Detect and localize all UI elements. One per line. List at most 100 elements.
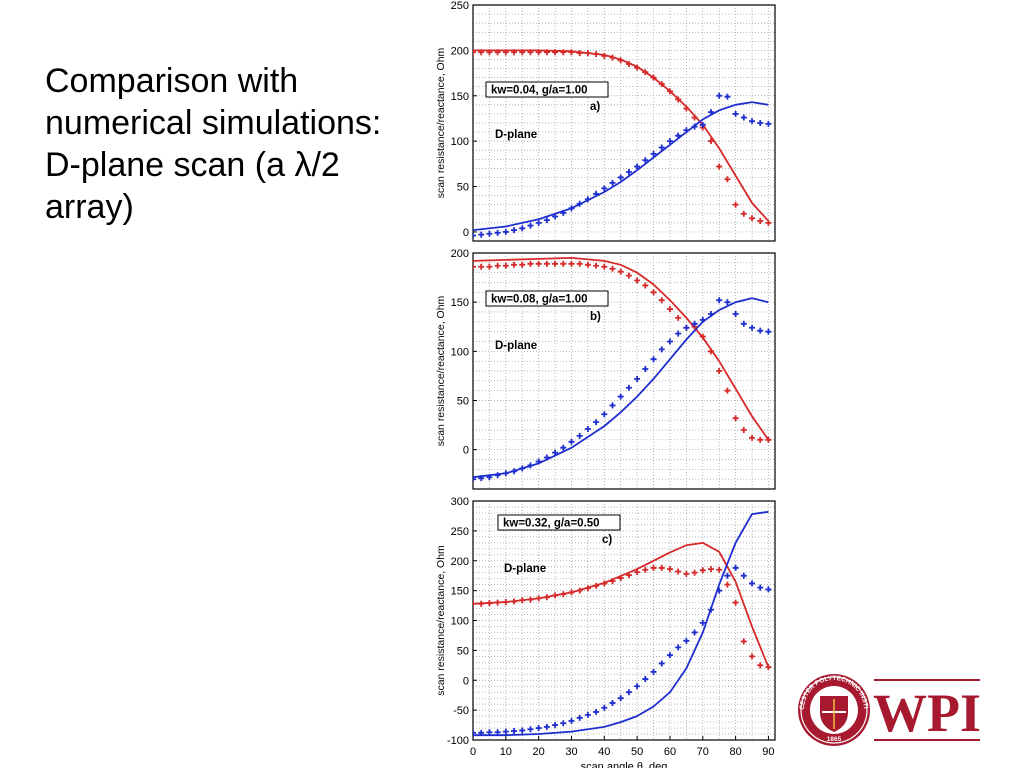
red-marker <box>478 600 485 607</box>
red-marker <box>683 570 690 577</box>
title-line-2: numerical simulations: <box>45 104 382 142</box>
red-marker <box>535 49 542 56</box>
blue-marker <box>757 584 764 591</box>
blue-marker <box>740 114 747 121</box>
red-marker <box>494 262 501 269</box>
annotation-text: kw=0.32, g/a=0.50 <box>503 518 600 530</box>
red-marker <box>609 578 616 585</box>
blue-marker <box>650 668 657 675</box>
y-tick-label: 200 <box>451 45 469 57</box>
blue-marker <box>765 328 772 335</box>
y-tick-label: 300 <box>451 496 469 508</box>
blue-marker <box>724 93 731 100</box>
series-group <box>473 510 772 737</box>
blue-marker <box>683 637 690 644</box>
blue-marker <box>757 120 764 126</box>
blue-marker <box>732 564 739 571</box>
blue-marker <box>634 375 641 382</box>
blue-marker <box>560 209 567 216</box>
red-marker <box>584 261 591 268</box>
red-marker <box>650 74 657 81</box>
x-axis-label: scan angle θ, deg <box>581 761 668 768</box>
title-line-3: D-plane scan (a λ/2 <box>45 146 340 184</box>
blue-marker <box>560 444 567 451</box>
y-tick-label: 0 <box>463 445 469 457</box>
blue-marker <box>584 196 591 203</box>
plane-label: D-plane <box>495 340 537 352</box>
red-marker <box>749 215 756 222</box>
red-marker <box>675 96 682 103</box>
red-marker <box>617 57 624 64</box>
red-marker <box>527 596 534 603</box>
red-marker <box>494 599 501 606</box>
red-marker <box>617 575 624 582</box>
blue-marker <box>609 699 616 706</box>
red-marker <box>486 263 493 270</box>
seal-ring <box>800 676 868 744</box>
blue-marker <box>617 393 624 400</box>
red-marker <box>511 49 518 56</box>
plot-frame <box>472 252 776 490</box>
red-marker <box>560 49 567 56</box>
blue-marker <box>609 402 616 409</box>
y-tick-label: 50 <box>457 645 469 657</box>
red-marker <box>568 260 575 267</box>
red-marker <box>650 564 657 571</box>
red-marker <box>576 587 583 594</box>
red-marker <box>642 282 649 289</box>
y-tick-label: 250 <box>451 526 469 538</box>
red-marker <box>625 61 632 67</box>
blue-marker <box>716 587 723 594</box>
red-marker <box>473 263 476 270</box>
red-marker <box>642 69 649 76</box>
blue-marker <box>683 127 690 134</box>
chart-panel-3: -100 -50 0 50 100 150 200 250 300 0 10 20 30 40 50 60 70… <box>435 496 776 768</box>
title-line-4: array) <box>45 188 134 226</box>
x-tick-label: 0 <box>470 746 476 758</box>
blue-marker <box>601 185 608 192</box>
blue-marker <box>519 465 526 472</box>
red-marker <box>543 49 550 56</box>
red-marker <box>601 52 608 59</box>
blue-marker <box>473 232 476 239</box>
red-marker <box>691 569 698 576</box>
blue-marker <box>699 619 706 626</box>
y-tick-label: 250 <box>451 0 469 12</box>
red-marker <box>576 50 583 57</box>
red-marker <box>666 566 673 573</box>
blue-marker <box>683 324 690 331</box>
panel-label: a) <box>590 101 600 113</box>
red-marker <box>543 594 550 601</box>
y-tick-label: 0 <box>463 227 469 239</box>
annotation-box <box>485 81 609 98</box>
blue-marker <box>707 310 714 317</box>
red-marker <box>527 260 534 267</box>
blue-marker <box>473 729 476 736</box>
blue-marker <box>617 695 624 702</box>
red-marker <box>519 597 526 604</box>
blue-marker <box>740 320 747 327</box>
blue-marker <box>552 449 559 456</box>
blue-marker <box>527 462 534 469</box>
red-marker <box>535 260 542 267</box>
blue-marker <box>625 384 632 391</box>
blue-marker <box>568 717 575 724</box>
red-marker <box>716 163 723 170</box>
blue-marker <box>707 109 714 116</box>
red-marker <box>634 277 641 284</box>
red-marker <box>716 566 723 573</box>
y-tick-label: -50 <box>453 705 469 717</box>
red-marker <box>749 653 756 660</box>
red-marker <box>502 262 509 269</box>
red-marker <box>675 314 682 321</box>
y-tick-label: 50 <box>457 396 469 408</box>
red-marker <box>552 260 559 267</box>
red-marker <box>707 348 714 355</box>
blue-marker <box>535 725 542 732</box>
blue-marker <box>584 711 591 718</box>
blue-marker <box>609 179 616 186</box>
y-tick-label: 200 <box>451 248 469 260</box>
red-marker <box>486 49 493 56</box>
red-marker <box>691 114 698 121</box>
wordmark-box <box>874 680 980 740</box>
